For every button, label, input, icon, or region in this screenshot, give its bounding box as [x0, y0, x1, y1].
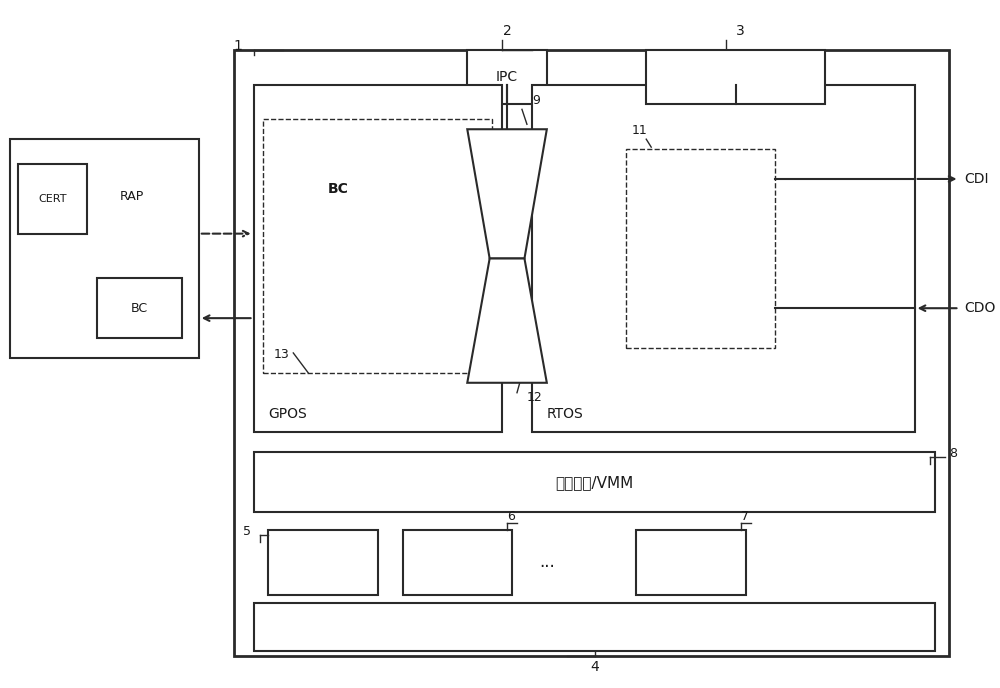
- Text: 8: 8: [949, 447, 957, 460]
- Text: CERT: CERT: [38, 194, 67, 204]
- Bar: [254, 85, 502, 433]
- Bar: [97, 279, 182, 338]
- Text: BC: BC: [131, 302, 148, 314]
- Text: 2: 2: [503, 24, 511, 38]
- Bar: [10, 139, 199, 358]
- Bar: [234, 50, 949, 656]
- Text: RTOS: RTOS: [547, 407, 584, 420]
- Bar: [403, 530, 512, 594]
- Text: BC: BC: [328, 182, 348, 196]
- Bar: [636, 530, 746, 594]
- Text: 3: 3: [736, 24, 745, 38]
- Bar: [467, 50, 547, 105]
- Text: 12: 12: [527, 391, 543, 404]
- Text: 5: 5: [243, 525, 251, 538]
- Text: ...: ...: [539, 553, 555, 571]
- Text: 13: 13: [273, 348, 289, 361]
- Text: 11: 11: [631, 125, 647, 137]
- Polygon shape: [467, 259, 547, 383]
- Bar: [646, 50, 825, 105]
- Text: CDI: CDI: [964, 172, 989, 186]
- Text: RAP: RAP: [120, 191, 144, 204]
- Bar: [263, 119, 492, 373]
- Text: 6: 6: [507, 510, 515, 523]
- Polygon shape: [467, 129, 547, 259]
- Bar: [532, 85, 915, 433]
- Bar: [254, 453, 935, 512]
- Text: GPOS: GPOS: [268, 407, 307, 420]
- Text: 7: 7: [741, 510, 749, 523]
- Text: 4: 4: [590, 660, 599, 674]
- Text: 管理程序/VMM: 管理程序/VMM: [555, 475, 633, 490]
- Bar: [254, 603, 935, 652]
- Text: CDO: CDO: [964, 301, 996, 315]
- Bar: [18, 164, 87, 234]
- Bar: [268, 530, 378, 594]
- Bar: [283, 149, 393, 228]
- Text: 1: 1: [234, 39, 243, 53]
- Bar: [626, 149, 775, 348]
- Text: 9: 9: [532, 94, 540, 107]
- Text: IPC: IPC: [496, 70, 518, 84]
